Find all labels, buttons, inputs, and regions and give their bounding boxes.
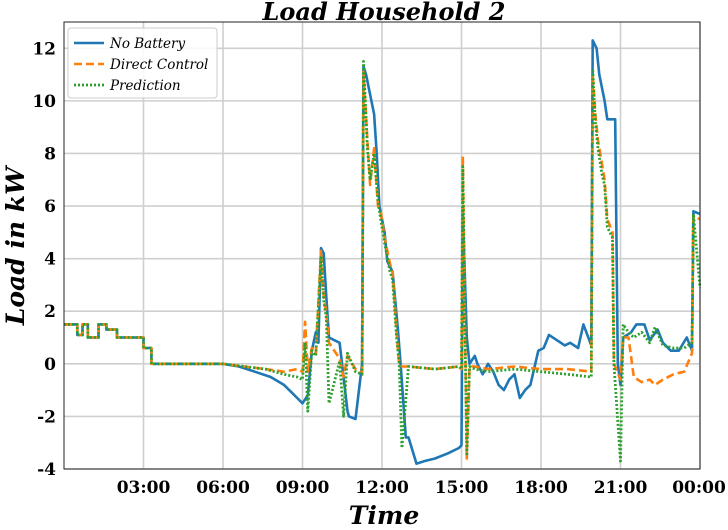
y-axis-label: Load in kW xyxy=(1,164,30,326)
x-tick-label: 18:00 xyxy=(514,478,568,498)
y-tick-label: 12 xyxy=(32,39,56,59)
tick-labels: -4 -2 0 2 4 6 8 10 12 03:00 06:00 09:00 12:00 15:00 18… xyxy=(32,39,726,498)
x-tick-label: 12:00 xyxy=(355,478,409,498)
legend: No Battery Direct Control Prediction xyxy=(67,27,218,99)
legend-label-direct-control: Direct Control xyxy=(109,57,208,73)
y-tick-label: -2 xyxy=(37,407,56,427)
x-tick-label: 21:00 xyxy=(594,478,648,498)
y-tick-label: 6 xyxy=(44,197,56,217)
plot-frame xyxy=(63,21,701,470)
series-lines xyxy=(64,39,702,466)
y-tick-label: 10 xyxy=(32,92,56,112)
x-tick-label: 03:00 xyxy=(117,478,171,498)
y-tick-label: 8 xyxy=(44,144,56,164)
y-tick-label: 2 xyxy=(44,302,56,322)
x-tick-label: 09:00 xyxy=(276,478,330,498)
legend-label-prediction: Prediction xyxy=(109,78,181,94)
x-tick-label: 06:00 xyxy=(196,478,250,498)
series-line-prediction xyxy=(64,60,702,463)
y-tick-label: 0 xyxy=(44,355,56,375)
x-tick-label: 15:00 xyxy=(435,478,489,498)
y-tick-label: 4 xyxy=(44,250,56,270)
y-tick-label: -4 xyxy=(37,460,56,480)
x-tick-label: 00:00 xyxy=(672,478,726,498)
legend-box xyxy=(67,27,218,99)
x-axis-label: Time xyxy=(349,501,419,530)
legend-label-no-battery: No Battery xyxy=(109,36,185,52)
